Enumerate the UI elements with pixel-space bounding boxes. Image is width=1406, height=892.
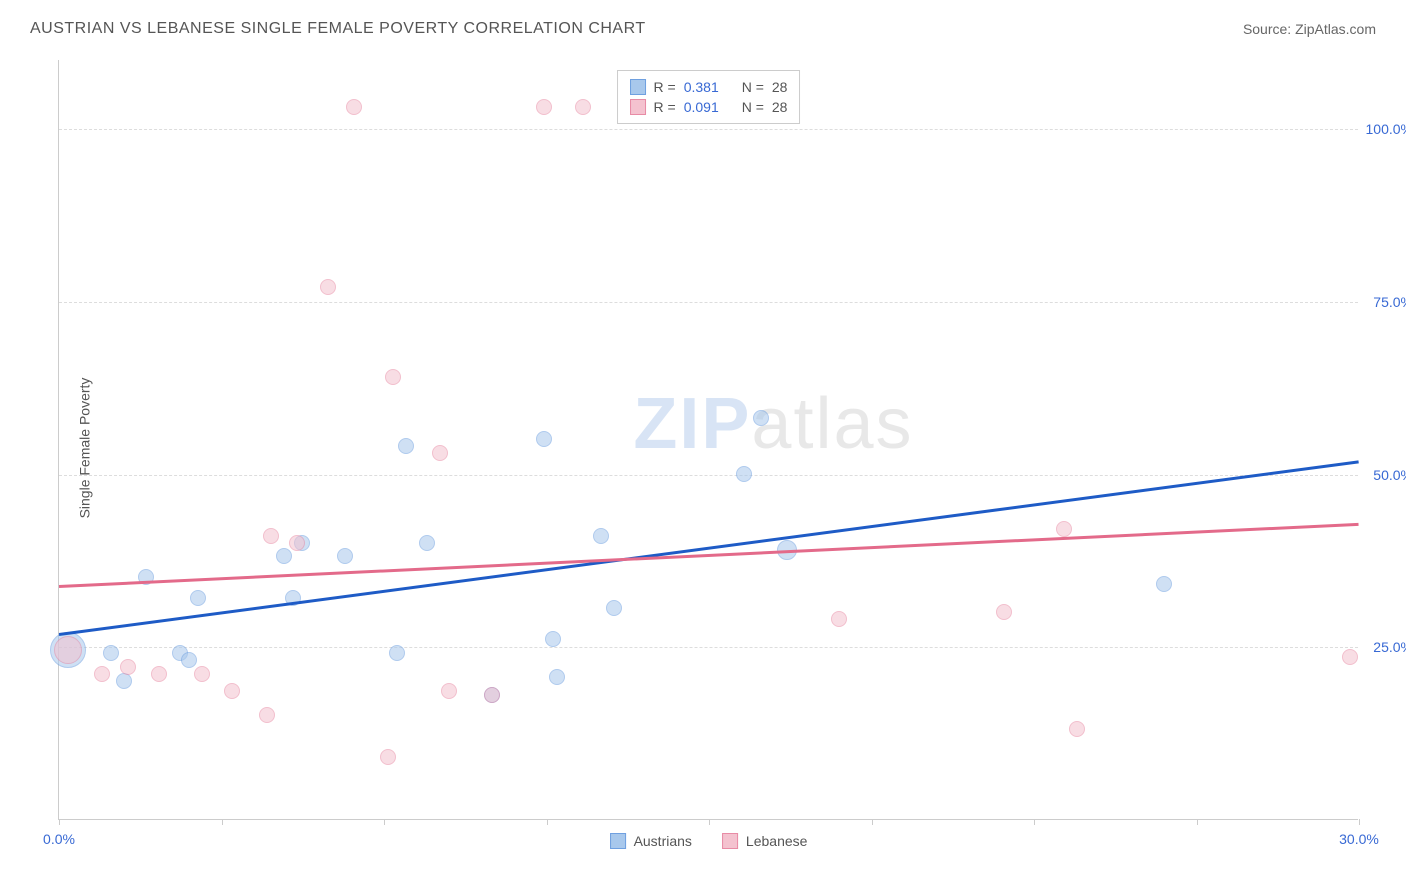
scatter-point	[120, 659, 136, 675]
r-label: R =	[654, 99, 676, 115]
scatter-point	[224, 683, 240, 699]
scatter-point	[593, 528, 609, 544]
scatter-point	[337, 548, 353, 564]
legend-swatch	[610, 833, 626, 849]
scatter-point	[263, 528, 279, 544]
scatter-point	[346, 99, 362, 115]
r-label: R =	[654, 79, 676, 95]
scatter-point	[536, 99, 552, 115]
x-tick	[1197, 819, 1198, 825]
scatter-point	[831, 611, 847, 627]
correlation-legend: R = 0.381 N = 28 R = 0.091 N = 28	[617, 70, 801, 124]
scatter-point	[194, 666, 210, 682]
scatter-point	[432, 445, 448, 461]
scatter-point	[389, 645, 405, 661]
scatter-point	[606, 600, 622, 616]
legend-label: Austrians	[634, 833, 692, 849]
scatter-point	[536, 431, 552, 447]
scatter-point	[1056, 521, 1072, 537]
scatter-point	[151, 666, 167, 682]
grid-line	[59, 302, 1358, 303]
legend-row: R = 0.091 N = 28	[630, 97, 788, 117]
chart-header: AUSTRIAN VS LEBANESE SINGLE FEMALE POVER…	[0, 0, 1406, 48]
trend-line	[59, 461, 1359, 636]
scatter-point	[276, 548, 292, 564]
y-tick-label: 25.0%	[1373, 639, 1406, 655]
scatter-point	[94, 666, 110, 682]
scatter-point	[54, 636, 82, 664]
x-tick	[709, 819, 710, 825]
x-tick	[59, 819, 60, 825]
series-legend: Austrians Lebanese	[610, 833, 808, 849]
n-value: 28	[772, 99, 788, 115]
scatter-point	[484, 687, 500, 703]
scatter-point	[385, 369, 401, 385]
grid-line	[59, 647, 1358, 648]
scatter-point	[320, 279, 336, 295]
x-tick	[1359, 819, 1360, 825]
scatter-chart: ZIPatlas 25.0%50.0%75.0%100.0%0.0%30.0%R…	[58, 60, 1358, 820]
x-tick	[547, 819, 548, 825]
n-label: N =	[742, 99, 764, 115]
legend-item: Austrians	[610, 833, 692, 849]
x-tick	[222, 819, 223, 825]
scatter-point	[190, 590, 206, 606]
legend-item: Lebanese	[722, 833, 808, 849]
scatter-point	[116, 673, 132, 689]
legend-row: R = 0.381 N = 28	[630, 77, 788, 97]
scatter-point	[1156, 576, 1172, 592]
x-tick-label: 30.0%	[1339, 831, 1379, 847]
scatter-point	[549, 669, 565, 685]
scatter-point	[380, 749, 396, 765]
y-tick-label: 50.0%	[1373, 467, 1406, 483]
scatter-point	[441, 683, 457, 699]
x-tick	[872, 819, 873, 825]
scatter-point	[753, 410, 769, 426]
scatter-point	[996, 604, 1012, 620]
chart-source: Source: ZipAtlas.com	[1243, 21, 1376, 37]
scatter-point	[289, 535, 305, 551]
scatter-point	[575, 99, 591, 115]
scatter-point	[1069, 721, 1085, 737]
grid-line	[59, 129, 1358, 130]
legend-swatch	[630, 99, 646, 115]
legend-label: Lebanese	[746, 833, 808, 849]
y-tick-label: 75.0%	[1373, 294, 1406, 310]
scatter-point	[103, 645, 119, 661]
grid-line	[59, 475, 1358, 476]
x-tick	[384, 819, 385, 825]
r-value: 0.381	[684, 79, 734, 95]
scatter-point	[1342, 649, 1358, 665]
n-value: 28	[772, 79, 788, 95]
y-tick-label: 100.0%	[1366, 121, 1406, 137]
r-value: 0.091	[684, 99, 734, 115]
x-tick-label: 0.0%	[43, 831, 75, 847]
legend-swatch	[630, 79, 646, 95]
x-tick	[1034, 819, 1035, 825]
scatter-point	[736, 466, 752, 482]
n-label: N =	[742, 79, 764, 95]
scatter-point	[398, 438, 414, 454]
scatter-point	[181, 652, 197, 668]
watermark: ZIPatlas	[633, 383, 913, 465]
scatter-point	[545, 631, 561, 647]
chart-title: AUSTRIAN VS LEBANESE SINGLE FEMALE POVER…	[30, 20, 646, 38]
scatter-point	[259, 707, 275, 723]
scatter-point	[419, 535, 435, 551]
legend-swatch	[722, 833, 738, 849]
